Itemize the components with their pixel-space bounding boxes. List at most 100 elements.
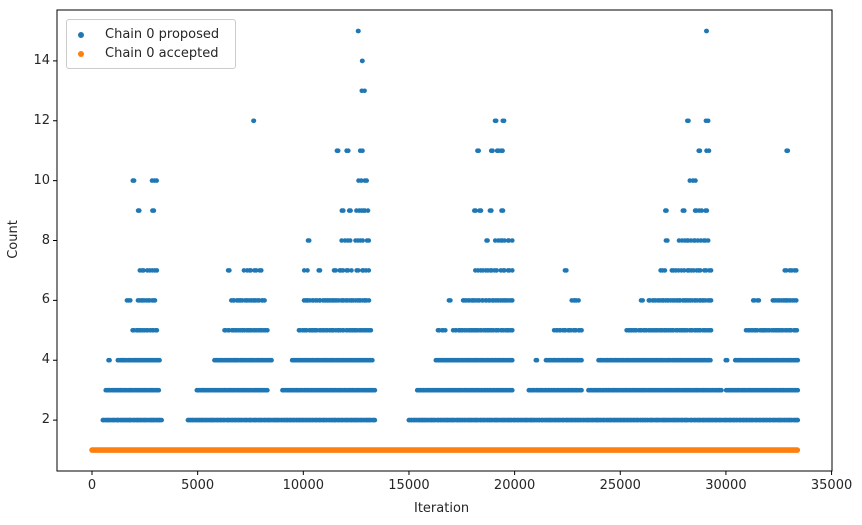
scatter-dot [356,28,361,34]
scatter-dot [265,387,270,393]
scatter-dot [262,298,267,303]
scatter-dot [333,268,339,273]
y-tick-label: 2 [41,412,50,428]
proposed-marker-icon [78,31,84,38]
scatter-dot [478,208,484,213]
band-count-8 [305,238,711,243]
band-count-5 [130,328,800,333]
scatter-dot [306,238,312,243]
band-count-14 [359,58,365,64]
band-count-4 [106,357,801,363]
y-tick-label: 8 [41,232,50,248]
scatter-dot [502,268,507,273]
scatter-dot [154,178,159,183]
scatter-dot [756,298,762,303]
scatter-dot [794,298,799,303]
band-count-3 [103,387,801,393]
scatter-dot [687,178,693,183]
scatter-dot [473,208,479,213]
scatter-dot [708,268,714,273]
scatter-dot [227,268,232,273]
scatter-dot [502,238,507,243]
scatter-dot [443,328,448,333]
accepted-marker-icon [78,50,84,57]
legend-item-accepted: Chain 0 accepted [67,44,225,63]
scatter-dot [485,238,490,243]
scatter-dot [724,357,730,363]
scatter-dot [366,268,372,273]
scatter-dot [365,208,371,213]
series-proposed [100,28,801,423]
scatter-dot [795,387,801,393]
scatter-dot [159,417,164,423]
scatter-dot [706,148,712,153]
scatter-dot [335,148,341,153]
band-count-2 [100,417,801,423]
scatter-dot [640,298,645,303]
scatter-dot [704,208,710,213]
x-tick-label: 25000 [599,478,641,493]
scatter-dot [269,357,274,363]
x-axis-title: Iteration [414,501,470,516]
scatter-dot [785,148,791,153]
scatter-dot [510,268,515,273]
scatter-dot [248,268,254,273]
y-tick-label: 14 [33,52,50,68]
scatter-dot [360,148,365,153]
scatter-dot [340,268,346,273]
scatter-dot [448,298,453,303]
legend-item-proposed: Chain 0 proposed [67,25,225,44]
scatter-dot [346,148,351,153]
band-count-10 [130,178,698,183]
scatter-dot [579,387,584,393]
scatter-dot [152,298,158,303]
scatter-dot [366,238,372,243]
band-count-13 [359,88,367,94]
scatter-dot [699,208,704,213]
band-count-9 [135,208,710,213]
x-tick-label: 10000 [282,478,324,493]
scatter-dot [348,208,353,213]
scatter-dot [157,357,162,363]
scatter-dot [128,298,133,303]
x-tick-label: 15000 [388,478,430,493]
scatter-dot [682,208,687,213]
y-tick-label: 4 [41,352,50,368]
scatter-dot [345,268,351,273]
scatter-dot [490,148,495,153]
scatter-dot [794,268,799,273]
scatter-dot [360,58,365,64]
scatter-dot [708,298,714,303]
y-axis-title: Count [5,220,21,259]
scatter-dot [534,357,540,363]
scatter-dot [360,238,366,243]
scatter-dot [564,268,569,273]
scatter-dot [665,238,670,243]
x-tick-label: 20000 [493,478,536,493]
scatter-dot [489,208,494,213]
scatter-dot [156,387,162,393]
scatter-dot [339,238,344,243]
scatter-dot [494,268,500,273]
scatter-dot [476,148,482,153]
scatter-dot [349,268,354,273]
scatter-dot [664,208,669,213]
band-count-15 [355,28,709,34]
scatter-dot [356,268,361,273]
scatter-dot [305,268,310,273]
scatter-dot [579,357,584,363]
scatter-dot [359,178,364,183]
band-count-12 [251,118,711,124]
legend-label-proposed: Chain 0 proposed [105,27,220,42]
y-tick-label: 6 [41,292,50,308]
x-tick-label: 5000 [181,478,215,493]
scatter-dot [368,328,374,333]
scatter-dot [708,328,714,333]
ticks [53,60,833,475]
scatter-dot [241,268,247,273]
scatter-dot [366,298,372,303]
scatter-dot [317,268,323,273]
scatter-dot [719,387,724,393]
scatter-dot [576,298,581,303]
